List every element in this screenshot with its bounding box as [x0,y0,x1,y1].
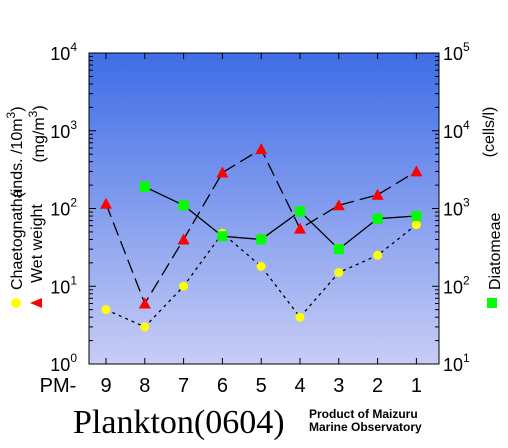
series-line [144,186,417,251]
legend-wet-weight-marker [30,298,42,308]
diatomeae-point [411,211,422,222]
x-tick-label: 2 [372,375,383,397]
wet-weight-point [100,197,112,209]
wet-weight-point [371,188,384,200]
wet-weight-point [332,199,345,211]
diatomeae-point [178,200,189,211]
x-tick-label: 4 [294,375,305,397]
right-axis-label: (cells/l) [481,107,498,158]
svg-text:(inds. /10m3): (inds. /10m3) [4,106,26,197]
left-axis-label-2: (mg/m [31,117,48,162]
legend-chaetognatha-label: Chaetognatha [9,189,26,290]
diatomeae-point [372,213,383,224]
x-axis-prefix: PM- [40,375,77,397]
wet-weight-point [294,222,306,234]
x-tick-label: 8 [139,375,150,397]
chaetognatha-point [140,322,150,332]
right-axis-ticks: 101 102 103 104 105 [432,40,470,375]
left-axis-label-1-exp: 3 [4,111,18,118]
wet-weight-point [410,165,423,177]
left-tick-label: 100 [50,351,77,375]
wet-weight-point [216,166,229,178]
credit-line-1: Product of Maizuru [309,407,418,421]
chart-title: Plankton(0604) [73,404,285,441]
diatomeae-point [333,244,344,255]
right-tick-label: 103 [443,196,470,220]
right-tick-label: 104 [443,118,470,142]
x-tick-label: 6 [217,375,228,397]
chaetognatha-point [101,305,111,315]
left-tick-label: 103 [50,118,77,142]
diatomeae-point [295,206,305,217]
svg-text:(mg/m3): (mg/m3) [26,105,48,162]
wet-weight-point [138,297,151,309]
legend-diatomeae-label: Diatomeae [487,213,504,290]
legend-diatomeae-marker [487,298,497,308]
plot-area [88,52,440,365]
x-tick-label: 7 [178,375,189,397]
left-axis-label-1-close: ) [9,106,26,111]
left-tick-label: 102 [50,196,77,220]
right-tick-label: 102 [443,273,470,297]
right-tick-label: 101 [443,351,470,375]
x-tick-label: 3 [333,375,344,397]
wet-weight-point [177,233,190,245]
wet-weight-point [255,143,268,155]
series-line [105,224,417,328]
legend-left: Chaetognatha Wet weight [9,189,46,308]
left-tick-label: 101 [50,273,77,297]
legend-chaetognatha-marker [11,298,21,308]
legend-wet-weight-label: Wet weight [29,204,46,283]
left-tick-label: 104 [50,40,77,64]
chaetognatha-point [334,268,344,278]
series-layer [100,143,423,332]
left-axis-ticks: 100 101 102 103 104 [50,40,96,375]
diatomeae-point [217,231,228,242]
left-axis-label-1: (inds. /10m [9,118,26,197]
left-axis-title: (inds. /10m3) (mg/m3) [4,105,48,197]
chaetognatha-point [411,220,421,230]
x-tick-label: 5 [256,375,267,397]
right-tick-label: 105 [443,40,470,64]
chaetognatha-point [295,312,305,322]
left-axis-label-2-close: ) [31,105,48,110]
legend-right: Diatomeae [487,213,504,308]
diatomeae-point [139,181,150,192]
x-tick-label: 1 [411,375,422,397]
left-axis-label-2-exp: 3 [26,110,40,117]
x-axis-ticks: 9 8 7 6 5 4 3 2 1 [100,53,422,397]
x-tick-label: 9 [100,375,111,397]
right-axis-title: (cells/l) [481,107,498,158]
chaetognatha-point [373,250,383,260]
chaetognatha-point [179,281,189,291]
credit-line-2: Marine Observatory [309,420,422,434]
diatomeae-point [256,234,267,245]
chaetognatha-point [256,261,266,271]
